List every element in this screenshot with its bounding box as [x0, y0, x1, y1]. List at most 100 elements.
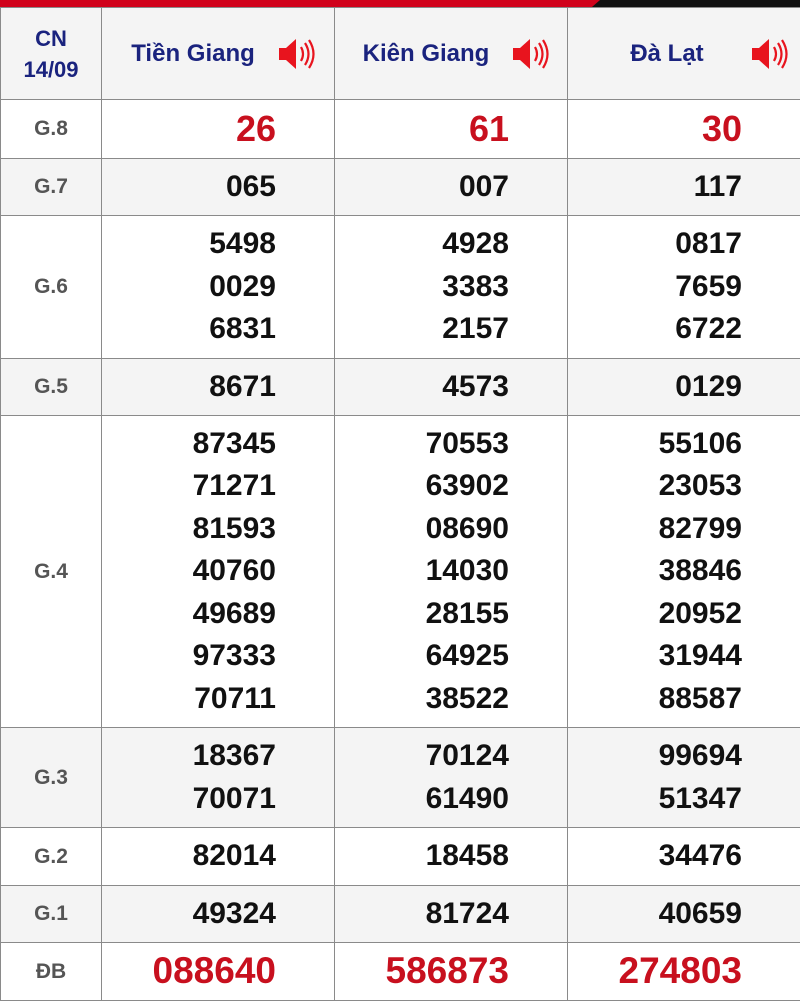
province-header: Đà Lạt — [567, 7, 800, 100]
prize-cell: 55106 23053 82799 38846 20952 31944 88587 — [567, 415, 800, 728]
prize-row: G.2 82014 18458 34476 — [0, 827, 800, 886]
prize-cell: 40659 — [567, 885, 800, 943]
winning-number: 117 — [693, 169, 742, 203]
date-label: 14/09 — [23, 56, 79, 82]
prize-cell: 26 — [101, 99, 335, 159]
speaker-icon[interactable] — [750, 37, 788, 71]
winning-number: 40760 — [192, 554, 276, 588]
prize-label: G.5 — [0, 358, 102, 416]
winning-number: 14030 — [425, 554, 509, 588]
winning-number: 31944 — [658, 639, 742, 673]
prize-cell: 007 — [334, 158, 568, 216]
province-header: Tiền Giang — [101, 7, 335, 100]
prize-row: G.1 49324 81724 40659 — [0, 885, 800, 943]
winning-number: 88587 — [658, 681, 742, 715]
winning-number: 70071 — [192, 781, 276, 815]
winning-number: 55106 — [658, 426, 742, 460]
winning-number: 40659 — [658, 896, 742, 930]
prize-cell: 82014 — [101, 827, 335, 886]
winning-number: 08690 — [425, 511, 509, 545]
prize-cell: 274803 — [567, 942, 800, 1001]
province-name: Đà Lạt — [630, 39, 704, 67]
prize-cell: 088640 — [101, 942, 335, 1001]
winning-number: 81724 — [425, 896, 509, 930]
prize-cell: 18458 — [334, 827, 568, 886]
winning-number: 87345 — [192, 426, 276, 460]
prize-cell: 18367 70071 — [101, 727, 335, 828]
winning-number: 18458 — [425, 839, 509, 873]
prize-cell: 117 — [567, 158, 800, 216]
winning-number: 82014 — [192, 839, 276, 873]
winning-number: 0817 — [675, 227, 742, 261]
prize-row: G.5 8671 4573 0129 — [0, 358, 800, 416]
prize-cell: 81724 — [334, 885, 568, 943]
speaker-icon[interactable] — [277, 37, 315, 71]
prize-cell: 34476 — [567, 827, 800, 886]
prize-row: ĐB 088640 586873 274803 — [0, 942, 800, 1001]
winning-number: 64925 — [425, 639, 509, 673]
prize-cell: 0129 — [567, 358, 800, 416]
prize-label: G.4 — [0, 415, 102, 728]
winning-number: 5498 — [209, 227, 276, 261]
winning-number: 274803 — [618, 950, 742, 992]
winning-number: 065 — [225, 169, 276, 203]
winning-number: 20952 — [658, 596, 742, 630]
winning-number: 6831 — [209, 312, 276, 346]
winning-number: 70553 — [425, 426, 509, 460]
winning-number: 99694 — [658, 739, 742, 772]
winning-number: 2157 — [442, 312, 509, 346]
winning-number: 49689 — [192, 596, 276, 630]
prize-row: G.8 26 61 30 — [0, 99, 800, 159]
winning-number: 088640 — [152, 950, 276, 992]
prize-cell: 87345 71271 81593 40760 49689 97333 70711 — [101, 415, 335, 728]
prize-row: G.3 18367 70071 70124 61490 99694 51347 — [0, 727, 800, 828]
prize-label: G.3 — [0, 727, 102, 828]
winning-number: 63902 — [425, 469, 509, 503]
header-row: CN 14/09 Tiền Giang Kiên Giang Đà Lạt — [0, 7, 800, 100]
prize-cell: 4573 — [334, 358, 568, 416]
winning-number: 34476 — [658, 839, 742, 873]
prize-label: G.7 — [0, 158, 102, 216]
province-name: Kiên Giang — [362, 39, 490, 67]
winning-number: 82799 — [658, 511, 742, 545]
prize-cell: 4928 3383 2157 — [334, 215, 568, 359]
prize-row: G.7 065 007 117 — [0, 158, 800, 216]
prize-label: G.1 — [0, 885, 102, 943]
prize-label: G.2 — [0, 827, 102, 886]
prize-label: G.8 — [0, 99, 102, 159]
top-accent-bar-dark — [592, 0, 800, 7]
winning-number: 0129 — [675, 369, 742, 403]
prize-label: G.6 — [0, 215, 102, 359]
province-header: Kiên Giang — [334, 7, 568, 100]
speaker-icon[interactable] — [511, 37, 549, 71]
top-accent-bar — [0, 0, 800, 7]
winning-number: 61490 — [425, 781, 509, 815]
winning-number: 51347 — [658, 781, 742, 815]
winning-number: 28155 — [425, 596, 509, 630]
prize-cell: 5498 0029 6831 — [101, 215, 335, 359]
prize-row: G.6 5498 0029 6831 4928 3383 2157 0817 7659 6722 — [0, 215, 800, 359]
prize-cell: 61 — [334, 99, 568, 159]
winning-number: 4928 — [442, 227, 509, 261]
prize-cell: 065 — [101, 158, 335, 216]
winning-number: 81593 — [192, 511, 276, 545]
winning-number: 30 — [701, 107, 742, 149]
winning-number: 8671 — [209, 369, 276, 403]
prize-label: ĐB — [0, 942, 102, 1001]
prize-row: G.4 87345 71271 81593 40760 49689 97333 70711 70… — [0, 415, 800, 728]
prize-cell: 586873 — [334, 942, 568, 1001]
winning-number: 70124 — [425, 739, 509, 772]
prize-cell: 99694 51347 — [567, 727, 800, 828]
winning-number: 23053 — [658, 469, 742, 503]
winning-number: 007 — [458, 169, 509, 203]
prize-cell: 70124 61490 — [334, 727, 568, 828]
day-label: CN — [35, 25, 67, 51]
winning-number: 70711 — [194, 681, 276, 715]
winning-number: 71271 — [192, 469, 276, 503]
winning-number: 6722 — [675, 312, 742, 346]
winning-number: 18367 — [192, 739, 276, 772]
winning-number: 4573 — [442, 369, 509, 403]
lottery-results-table: CN 14/09 Tiền Giang Kiên Giang Đà Lạt G.8… — [0, 7, 800, 1001]
winning-number: 586873 — [385, 950, 509, 992]
winning-number: 3383 — [442, 269, 509, 303]
